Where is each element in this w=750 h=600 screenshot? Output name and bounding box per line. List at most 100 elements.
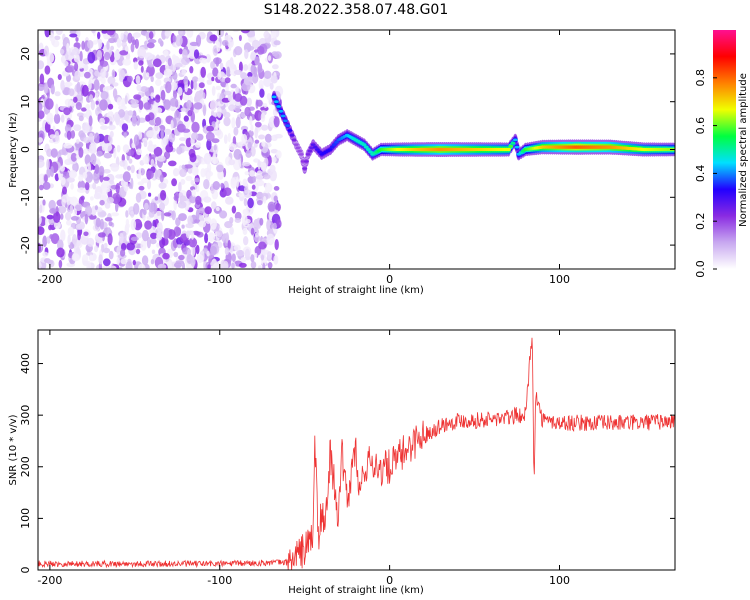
- spectrogram-noise-blob: [267, 262, 273, 269]
- spectrogram-noise-blob: [233, 148, 242, 160]
- spectrogram-noise-blob: [161, 210, 165, 222]
- spectrogram-noise-blob: [146, 130, 156, 138]
- spectrogram-y-tick-label: -20: [19, 236, 32, 254]
- spectrogram-noise-blob: [61, 194, 70, 203]
- spectrogram-signal-point: [285, 124, 291, 127]
- spectrogram-noise-blob: [244, 106, 251, 117]
- spectrogram-noise-blob: [238, 61, 243, 73]
- spectrogram-noise-blob: [75, 36, 79, 42]
- spectrogram-noise-blob: [211, 156, 219, 165]
- spectrogram-noise-blob: [235, 116, 241, 129]
- spectrogram-noise-blob: [146, 170, 154, 180]
- spectrogram-noise-blob: [215, 85, 222, 91]
- spectrogram-noise-blob: [150, 232, 158, 239]
- spectrogram-noise-blob: [168, 160, 177, 167]
- spectrogram-noise-blob: [227, 93, 232, 102]
- spectrogram-noise-blob: [155, 72, 164, 79]
- spectrogram-noise-blob: [186, 99, 192, 109]
- spectrogram-noise-blob: [102, 176, 110, 181]
- colorbar-ticks: 0.0 0.2 0.4 0.6 0.8: [694, 69, 717, 278]
- spectrogram-noise-blob: [140, 65, 144, 73]
- spectrogram-signal-point: [287, 129, 293, 132]
- spectrogram-noise-blob: [94, 164, 100, 175]
- spectrogram-noise-blob: [221, 40, 229, 46]
- spectrogram-noise-blob: [89, 142, 96, 154]
- spectrogram-noise-blob: [143, 140, 148, 148]
- spectrogram-noise-blob: [242, 162, 251, 167]
- spectrogram-noise-blob: [274, 239, 279, 251]
- spectrogram-noise-blob: [274, 51, 282, 59]
- spectrogram-noise-blob: [109, 179, 114, 185]
- spectrogram-noise-blob: [99, 211, 107, 217]
- spectrogram-noise-blob: [50, 148, 58, 158]
- spectrogram-noise-blob: [73, 54, 80, 63]
- spectrogram-noise-blob: [81, 107, 87, 112]
- spectrogram-signal-point: [361, 143, 367, 147]
- spectrogram-noise-blob: [188, 237, 198, 248]
- spectrogram-noise-blob: [150, 75, 154, 83]
- spectrogram-noise-blob: [202, 104, 207, 117]
- spectrogram-noise-blob: [181, 224, 185, 229]
- spectrogram-noise-blob: [198, 207, 206, 214]
- spectrogram-noise-blob: [147, 39, 157, 44]
- spectrogram-noise-blob: [251, 184, 256, 190]
- spectrogram-noise-blob: [163, 228, 170, 240]
- spectrogram-noise-blob: [273, 40, 281, 46]
- spectrogram-noise-blob: [108, 37, 116, 44]
- spectrogram-signal-point: [271, 95, 277, 99]
- spectrogram-noise-blob: [228, 143, 237, 151]
- spectrogram-noise-blob: [156, 222, 163, 233]
- spectrogram-noise-blob: [85, 205, 92, 217]
- spectrogram-noise-blob: [75, 223, 84, 230]
- spectrogram-noise-blob: [102, 187, 111, 193]
- snr-y-tick-label: 400: [19, 353, 32, 374]
- spectrogram-noise-blob: [141, 177, 149, 184]
- spectrogram-noise-blob: [194, 218, 201, 224]
- spectrogram-noise-blob: [232, 30, 240, 33]
- spectrogram-noise-blob: [258, 111, 262, 121]
- spectrogram-noise-blob: [270, 148, 278, 154]
- spectrogram-noise-blob: [193, 49, 200, 59]
- spectrogram-noise-blob: [156, 242, 160, 248]
- spectrogram-noise-blob: [249, 115, 253, 126]
- spectrogram-noise-blob: [145, 72, 150, 78]
- spectrogram-noise-blob: [191, 245, 196, 257]
- spectrogram-noise-blob: [185, 223, 194, 229]
- colorbar-tick-label: 0.0: [694, 260, 707, 278]
- spectrogram-noise-blob: [93, 192, 101, 200]
- spectrogram-noise-blob: [179, 168, 187, 178]
- spectrogram-noise-blob: [156, 231, 163, 241]
- spectrogram-noise-blob: [66, 177, 75, 183]
- spectrogram-noise-blob: [263, 103, 268, 108]
- spectrogram-noise-blob: [209, 99, 217, 112]
- spectrogram-signal-point: [289, 133, 295, 137]
- spectrogram-noise-blob: [113, 147, 117, 159]
- spectrogram-noise-blob: [106, 30, 115, 36]
- spectrogram-noise-blob: [153, 144, 157, 149]
- spectrogram-noise-blob: [82, 171, 88, 179]
- spectrogram-noise-blob: [98, 254, 103, 265]
- spectrogram-noise-blob: [101, 30, 108, 34]
- spectrogram-noise-blob: [199, 57, 205, 63]
- spectrogram-signal-point: [514, 145, 520, 149]
- spectrogram-noise-blob: [217, 72, 222, 80]
- spectrogram-noise-blob: [119, 232, 124, 244]
- spectrogram-noise-blob: [64, 81, 73, 87]
- spectrogram-noise-blob: [100, 76, 106, 85]
- spectrogram-noise-blob: [233, 69, 243, 75]
- spectrogram-noise-blob: [175, 34, 183, 47]
- spectrogram-noise-blob: [107, 233, 113, 246]
- spectrogram-noise-blob: [273, 116, 280, 128]
- spectrogram-noise-blob: [69, 33, 78, 38]
- spectrogram-noise-blob: [54, 130, 60, 142]
- snr-x-tick-label: -200: [37, 574, 62, 587]
- spectrogram-noise-blob: [231, 117, 236, 129]
- spectrogram-noise-blob: [119, 173, 124, 179]
- spectrogram-noise-blob: [258, 134, 266, 140]
- spectrogram-noise-blob: [154, 116, 162, 126]
- spectrogram-noise-blob: [78, 115, 84, 122]
- spectrogram-signal-point: [508, 144, 514, 148]
- spectrogram-noise-blob: [269, 169, 278, 182]
- spectrogram-noise-blob: [210, 218, 217, 230]
